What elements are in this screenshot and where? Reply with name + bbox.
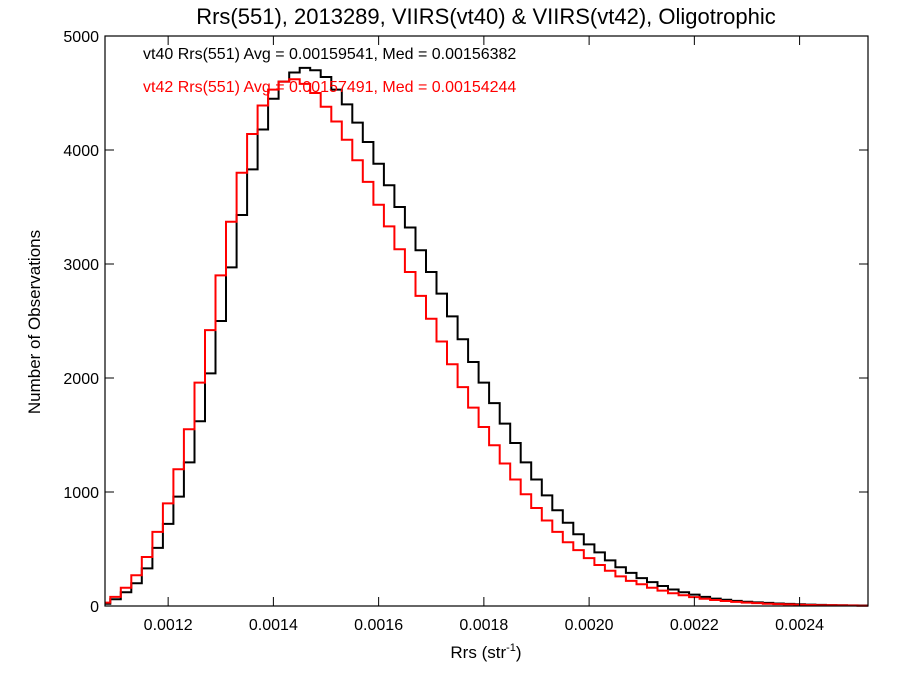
chart-title: Rrs(551), 2013289, VIIRS(vt40) & VIIRS(v… [196, 4, 776, 29]
x-tick-label-1: 0.0014 [249, 617, 298, 634]
x-axis: 0.0012 0.0014 0.0016 0.0018 0.0020 0.0022 0.00… [144, 36, 824, 634]
annotation-vt40: vt40 Rrs(551) Avg = 0.00159541, Med = 0.… [143, 46, 516, 63]
x-tick-label-0: 0.0012 [144, 617, 193, 634]
x-axis-label-end: ) [516, 643, 522, 662]
y-tick-label-4: 4000 [63, 143, 99, 160]
series-line-vt40 [105, 66, 868, 607]
x-axis-label-text: Rrs (str [450, 643, 506, 662]
x-tick-label-3: 0.0018 [459, 617, 508, 634]
series-layer [105, 66, 868, 607]
y-tick-label-3: 3000 [63, 257, 99, 274]
y-tick-label-5: 5000 [63, 29, 99, 46]
y-tick-label-2: 2000 [63, 371, 99, 388]
y-axis: 0 1000 2000 3000 4000 5000 [63, 29, 868, 616]
y-tick-label-1: 1000 [63, 485, 99, 502]
x-tick-label-6: 0.0024 [775, 617, 824, 634]
x-axis-label: Rrs (str-1) [450, 642, 521, 662]
annotation-vt42: vt42 Rrs(551) Avg = 0.00157491, Med = 0.… [143, 79, 516, 96]
series-line-vt42 [105, 78, 868, 607]
y-axis-label: Number of Observations [25, 230, 44, 414]
x-tick-label-5: 0.0022 [670, 617, 719, 634]
x-tick-label-2: 0.0016 [354, 617, 403, 634]
x-tick-label-4: 0.0020 [565, 617, 614, 634]
y-tick-label-0: 0 [90, 599, 99, 616]
x-axis-label-superscript: -1 [506, 642, 516, 654]
plot-frame [104, 35, 869, 607]
